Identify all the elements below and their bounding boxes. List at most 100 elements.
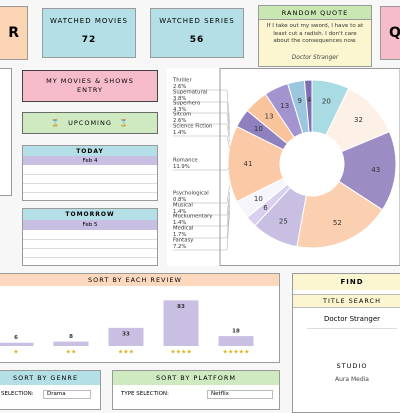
segment-label: 10 [254,195,263,203]
panel-border [219,68,400,266]
star-label: ★ [13,349,18,356]
bar-label: 83 [177,304,185,310]
select-label: SELECTION: [1,391,34,397]
leader-line [226,167,230,171]
today-list: TODAY Feb 4 [22,145,158,201]
donut-segment [296,180,384,249]
review-chart: 6 ★ 8 ★★ 33 ★★★ 83 ★★★★ 18 ★★★★★ [0,300,254,356]
leader-line [226,198,230,227]
segment-label: 13 [265,113,274,121]
segment-label: 10 [254,125,263,133]
icon: ⌛ [51,119,61,127]
panel-title: SORT BY EACH REVIEW [0,274,279,286]
select-value[interactable]: Drama [43,390,91,399]
segment-label: 52 [333,219,342,227]
leader-line [226,112,230,136]
leader-line [226,135,230,149]
list-item: Feb 5 [23,220,157,230]
entry-button[interactable]: MY MOVIES & SHOWS ENTRY [22,70,158,102]
genre-percent: 11.9% [173,164,190,170]
genre-percent: 0.8% [173,197,186,203]
search-title: TITLE SEARCH [293,294,400,308]
leader-line [226,123,230,143]
icon: ⌛ [119,119,129,127]
genre-percent: 1.4% [173,209,186,215]
panel-title: FIND [293,274,400,290]
stat-card: WATCHED MOVIES 72 [42,8,136,58]
platform-sort: SORT BY PLATFORM TYPE SELECTION: Netflix [112,370,280,410]
genre-percent: 1.4% [173,130,186,136]
genre-percent: 7.2% [173,244,186,250]
stat-label: WATCHED SERIES [159,17,235,25]
tile-left[interactable]: R [0,6,28,60]
donut-segment [303,79,313,133]
segment-label: 6 [263,204,268,212]
search-query[interactable]: Doctor Stranger [323,315,381,323]
select-label: TYPE SELECTION: [121,391,169,397]
upcoming-title: ⌛ UPCOMING ⌛ [22,112,158,134]
side-panel [0,68,12,196]
genre-label: Thriller [172,78,192,84]
studio-value: Aura Media [335,375,369,383]
star-label: ★★ [66,349,77,356]
segment-label: 41 [244,160,253,168]
stat-value: 56 [189,35,205,45]
bar-label: 6 [14,335,18,341]
genre-percent: 1.4% [173,220,186,226]
stat-card: WATCHED SERIES 56 [150,8,244,58]
leader-line [226,211,230,251]
bar [108,327,144,346]
genre-label: Romance [173,158,198,164]
list-title: TOMORROW [23,209,157,220]
leader-line [226,185,230,204]
leader-line [226,89,230,124]
genre-label: Superhero [173,101,200,107]
genre-label: Medical [173,226,193,232]
genre-label: Science Fiction [173,124,212,130]
bar [53,341,89,346]
segment-label: 32 [354,116,363,124]
segment-label: 25 [279,217,288,225]
quote-source: Doctor Stranger [291,55,339,61]
dashboard: R Q WATCHED MOVIES 72 WATCHED SERIES 56 … [0,5,400,413]
segment-label: 20 [322,98,331,106]
search-panel: FIND TITLE SEARCH Doctor Stranger STUDIO… [292,273,400,413]
stat-value: 72 [81,35,97,45]
genre-percent: 2.6% [173,84,186,90]
leader-line [226,101,230,130]
stat-label: WATCHED MOVIES [50,17,128,25]
panel-title: SORT BY PLATFORM [113,371,279,385]
review-panel: SORT BY EACH REVIEW 6 ★ 8 ★★ 33 ★★★ 83 ★★★★ 18 ★★… [0,273,280,363]
bar [163,300,199,346]
list-title: TODAY [23,146,157,156]
segment-label: 9 [298,97,302,105]
bar-label: 18 [232,329,240,335]
leader-line [226,204,230,239]
bar-label: 8 [69,334,73,340]
segment-label: 13 [280,102,289,110]
bar [218,336,254,346]
genre-label: Fantasy [173,238,193,244]
bar [0,342,34,346]
leader-line [226,192,230,216]
select-value[interactable]: Netflix [207,390,273,399]
panel-title: SORT BY GENRE [0,371,100,385]
genre-label: Mockumentary [173,214,212,220]
tile-right[interactable]: Q [380,6,400,60]
upcoming-text: UPCOMING [68,119,112,127]
genre-percent: 2.6% [173,118,186,124]
genre-label: Supernatural [173,90,207,96]
genre-label: Sitcom [173,112,191,118]
genre-percent: 4.3% [173,107,186,113]
quote-text: If I take out my sword, I have to at lea… [266,23,364,44]
genre-percent: 3.8% [173,96,186,102]
bar-label: 33 [122,331,130,337]
quote-card: RANDOM QUOTE If I take out my sword, I h… [258,5,372,67]
genre-label: Musical [173,203,193,209]
segment-label: 4 [307,96,312,104]
star-label: ★★★★★ [223,349,250,356]
studio-label: STUDIO [336,362,368,370]
genre-percent: 1.7% [173,232,186,238]
quote-title: RANDOM QUOTE [259,6,371,20]
